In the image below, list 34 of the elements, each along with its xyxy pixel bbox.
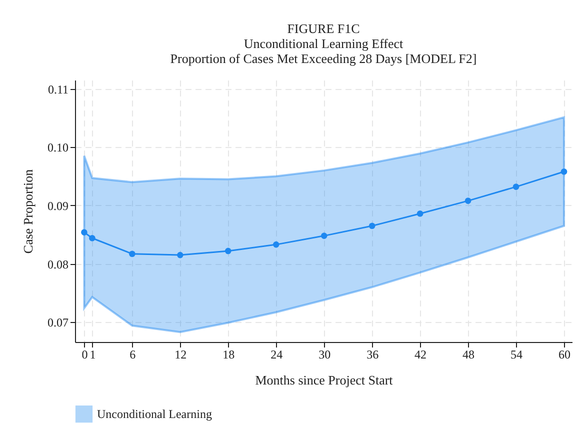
- y-tick-label: 0.10: [48, 140, 68, 155]
- chart-title: FIGURE F1C: [287, 21, 360, 36]
- x-tick-label: 36: [366, 348, 379, 362]
- x-axis-title: Months since Project Start: [255, 372, 394, 388]
- x-tick-label: 0: [82, 348, 88, 362]
- x-tick-label: 6: [130, 348, 136, 362]
- point: [320, 232, 328, 239]
- x-tick-label: 18: [222, 348, 235, 362]
- chart-subtitle: Unconditional Learning Effect Proportion of Cases Met Exceeding 28 Days [MODEL F2]: [170, 36, 477, 66]
- point: [272, 241, 280, 248]
- point: [129, 250, 136, 258]
- x-tick-label: 60: [558, 348, 571, 362]
- x-tick-label: 42: [414, 348, 427, 362]
- point: [512, 184, 520, 190]
- point: [416, 210, 424, 217]
- point: [560, 168, 568, 175]
- x-tick-label: 54: [510, 348, 523, 362]
- point: [176, 252, 184, 258]
- x-tick-label: 30: [318, 348, 331, 362]
- legend-label: Unconditional Learning: [97, 407, 212, 421]
- y-tick-label: 0.09: [48, 198, 68, 213]
- point: [224, 248, 232, 254]
- point: [81, 229, 88, 236]
- point: [368, 222, 376, 230]
- point: [464, 198, 472, 204]
- y-tick-label: 0.07: [48, 316, 68, 330]
- x-tick-label: 24: [270, 348, 283, 362]
- x-tick-label: 1: [90, 348, 96, 362]
- y-tick-label: 0.11: [48, 82, 68, 96]
- x-tick-label: 48: [462, 348, 475, 362]
- y-axis-title: Case Proportion: [20, 168, 36, 254]
- point: [89, 234, 96, 242]
- y-tick-label: 0.08: [48, 257, 68, 272]
- x-tick-label: 12: [174, 348, 187, 362]
